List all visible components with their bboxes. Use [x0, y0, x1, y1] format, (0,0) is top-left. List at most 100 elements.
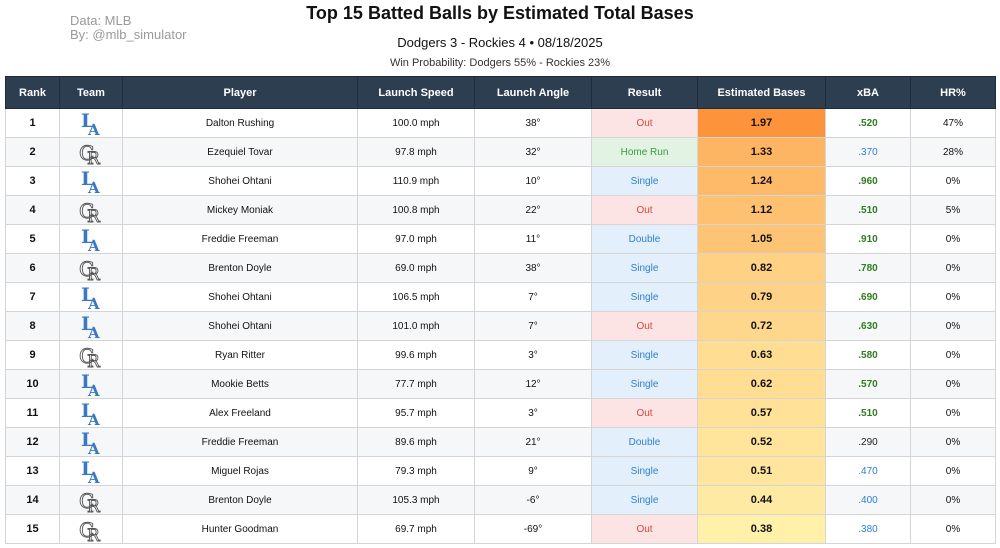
- rank-cell: 15: [5, 514, 60, 544]
- table-row: 15 C R Hunter Goodman 69.7 mph -69° Out 0.38.38…: [5, 514, 996, 544]
- table-row: 9 C R Ryan Ritter 99.6 mph 3° Single 0.63.580 0%: [5, 340, 996, 370]
- rank-cell: 1: [5, 108, 60, 138]
- table-row: 14 C R Brenton Doyle 105.3 mph -6° Single 0.44.…: [5, 485, 996, 515]
- xba-cell: .520: [825, 108, 911, 138]
- result-cell: Single: [591, 166, 698, 196]
- rockies-logo-icon: CR: [79, 199, 102, 223]
- column-header-player: Player: [122, 76, 358, 109]
- result-cell: Single: [591, 253, 698, 283]
- hr-percent-cell: 28%: [910, 137, 996, 167]
- hr-percent-cell: 47%: [910, 108, 996, 138]
- column-header-xba: xBA: [825, 76, 911, 109]
- svg-text:C: C: [79, 489, 94, 513]
- estimated-bases-cell: 0.62: [697, 369, 826, 399]
- estimated-bases-cell: 1.12: [697, 195, 826, 225]
- hr-percent-cell: 0%: [910, 282, 996, 312]
- rank-cell: 13: [5, 456, 60, 486]
- player-cell: Miguel Rojas: [122, 456, 358, 486]
- column-header-rank: Rank: [5, 76, 60, 109]
- xba-cell: .370: [825, 137, 911, 167]
- svg-text:L: L: [81, 110, 94, 132]
- svg-text:A: A: [87, 237, 100, 252]
- xba-cell: .910: [825, 224, 911, 254]
- chart-title: Top 15 Batted Balls by Estimated Total B…: [306, 3, 694, 23]
- rank-cell: 11: [5, 398, 60, 428]
- data-source-label: Data: MLB: [70, 13, 132, 28]
- estimated-bases-cell: 0.51: [697, 456, 826, 486]
- result-cell: Single: [591, 485, 698, 515]
- table-row: 3 L A Shohei Ohtani 110.9 mph 10° Single 1.24.9…: [5, 166, 996, 196]
- hr-percent-cell: 0%: [910, 369, 996, 399]
- rank-cell: 8: [5, 311, 60, 341]
- hr-percent-cell: 0%: [910, 340, 996, 370]
- launch-speed-cell: 97.0 mph: [357, 224, 475, 254]
- rank-cell: 9: [5, 340, 60, 370]
- player-cell: Brenton Doyle: [122, 253, 358, 283]
- xba-cell: .580: [825, 340, 911, 370]
- svg-text:R: R: [87, 149, 101, 165]
- estimated-bases-cell: 0.63: [697, 340, 826, 370]
- svg-text:C: C: [79, 518, 94, 542]
- table-row: 5 L A Freddie Freeman 97.0 mph 11° Double 1.05.…: [5, 224, 996, 254]
- result-cell: Single: [591, 282, 698, 312]
- launch-speed-cell: 69.0 mph: [357, 253, 475, 283]
- table-row: 1 L A Dalton Rushing 100.0 mph 38° Out 1.97.520…: [5, 108, 996, 138]
- player-cell: Ezequiel Tovar: [122, 137, 358, 167]
- estimated-bases-cell: 0.44: [697, 485, 826, 515]
- table-row: 13 L A Miguel Rojas 79.3 mph 9° Single 0.51.470…: [5, 456, 996, 486]
- launch-angle-cell: 7°: [474, 282, 592, 312]
- table-row: 11 L A Alex Freeland 95.7 mph 3° Out 0.57.510 0%: [5, 398, 996, 428]
- launch-angle-cell: 10°: [474, 166, 592, 196]
- table-row: 6 C R Brenton Doyle 69.0 mph 38° Single 0.82.78…: [5, 253, 996, 283]
- svg-text:C: C: [79, 344, 94, 368]
- xba-cell: .400: [825, 485, 911, 515]
- launch-angle-cell: 12°: [474, 369, 592, 399]
- svg-text:L: L: [81, 371, 94, 393]
- dodgers-logo-icon: LA: [81, 313, 100, 339]
- launch-speed-cell: 89.6 mph: [357, 427, 475, 457]
- rank-cell: 7: [5, 282, 60, 312]
- player-cell: Freddie Freeman: [122, 427, 358, 457]
- dodgers-logo-icon: LA: [81, 371, 100, 397]
- player-cell: Hunter Goodman: [122, 514, 358, 544]
- estimated-bases-cell: 0.79: [697, 282, 826, 312]
- player-cell: Shohei Ohtani: [122, 166, 358, 196]
- player-cell: Mickey Moniak: [122, 195, 358, 225]
- author-label: By: @mlb_simulator: [70, 27, 187, 42]
- table-row: 12 L A Freddie Freeman 89.6 mph 21° Double 0.52…: [5, 427, 996, 457]
- xba-cell: .780: [825, 253, 911, 283]
- dodgers-logo-icon: LA: [81, 284, 100, 310]
- dodgers-logo-icon: LA: [81, 458, 100, 484]
- rank-cell: 5: [5, 224, 60, 254]
- svg-text:L: L: [81, 313, 94, 335]
- table-row: 7 L A Shohei Ohtani 106.5 mph 7° Single 0.79.69…: [5, 282, 996, 312]
- rank-cell: 6: [5, 253, 60, 283]
- launch-speed-cell: 105.3 mph: [357, 485, 475, 515]
- launch-angle-cell: 21°: [474, 427, 592, 457]
- estimated-bases-cell: 0.38: [697, 514, 826, 544]
- result-cell: Single: [591, 340, 698, 370]
- rockies-logo-icon: CR: [79, 344, 102, 368]
- svg-text:A: A: [87, 382, 100, 397]
- rank-cell: 12: [5, 427, 60, 457]
- xba-cell: .290: [825, 427, 911, 457]
- svg-text:R: R: [87, 207, 101, 223]
- column-header-estimated-bases: Estimated Bases: [697, 76, 826, 109]
- rank-cell: 3: [5, 166, 60, 196]
- hr-percent-cell: 0%: [910, 311, 996, 341]
- data-credits: Data: MLB By: @mlb_simulator: [70, 14, 187, 42]
- svg-text:L: L: [81, 284, 94, 306]
- svg-text:R: R: [87, 265, 101, 281]
- svg-text:A: A: [87, 469, 100, 484]
- dodgers-logo-icon: LA: [81, 110, 100, 136]
- rank-cell: 14: [5, 485, 60, 515]
- rank-cell: 10: [5, 369, 60, 399]
- svg-text:L: L: [81, 226, 94, 248]
- launch-angle-cell: 22°: [474, 195, 592, 225]
